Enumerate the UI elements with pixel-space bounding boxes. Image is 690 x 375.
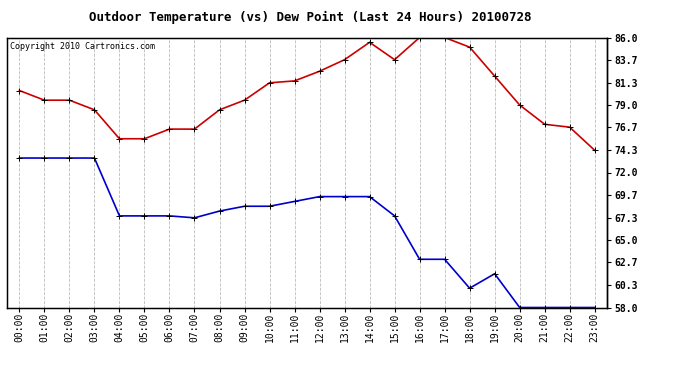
Text: Outdoor Temperature (vs) Dew Point (Last 24 Hours) 20100728: Outdoor Temperature (vs) Dew Point (Last… (89, 11, 532, 24)
Text: Copyright 2010 Cartronics.com: Copyright 2010 Cartronics.com (10, 42, 155, 51)
